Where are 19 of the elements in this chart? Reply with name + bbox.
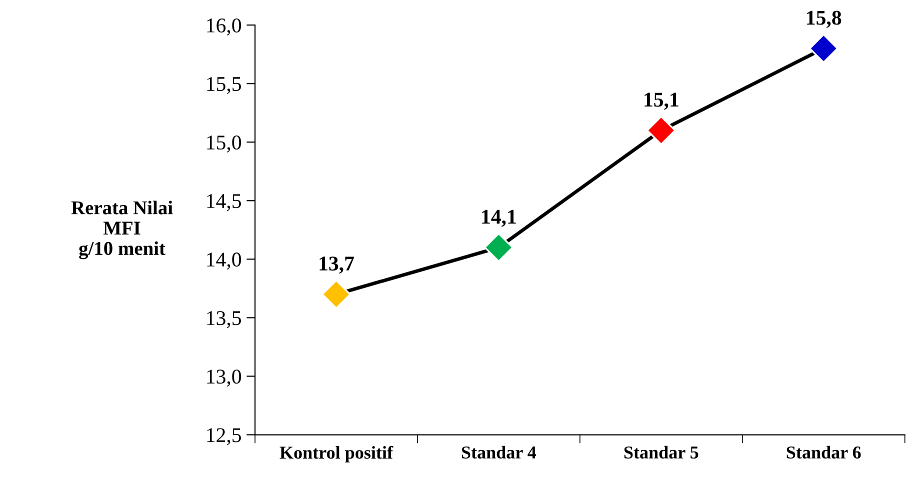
- y-tick-label: 16,0: [207, 18, 242, 36]
- y-tick-label: 12,5: [207, 428, 241, 446]
- point: [484, 232, 514, 262]
- y-tick-label: 14,0: [207, 252, 242, 270]
- y-tick-label: 13,0: [207, 370, 242, 387]
- data-label: 13,7: [320, 256, 354, 274]
- data-label: 15,8: [807, 10, 842, 28]
- x-tick-label: Standar 4: [462, 446, 536, 459]
- point: [646, 116, 676, 146]
- data-label: 15,1: [644, 92, 678, 110]
- y-tick-label: 15,0: [207, 135, 242, 153]
- y-axis-title: Rerata Nilai MFI g/10 menit: [71, 200, 173, 260]
- x-tick-label: Standar 5: [624, 446, 698, 459]
- x-tick-label: Standar 6: [786, 446, 861, 459]
- x-tick-label: Kontrol positif: [280, 446, 394, 462]
- y-tick-label: 15,5: [207, 77, 241, 94]
- y-tick-label: 13,5: [207, 311, 241, 328]
- data-label: 14,1: [482, 210, 516, 227]
- y-tick-label: 14,5: [207, 194, 241, 212]
